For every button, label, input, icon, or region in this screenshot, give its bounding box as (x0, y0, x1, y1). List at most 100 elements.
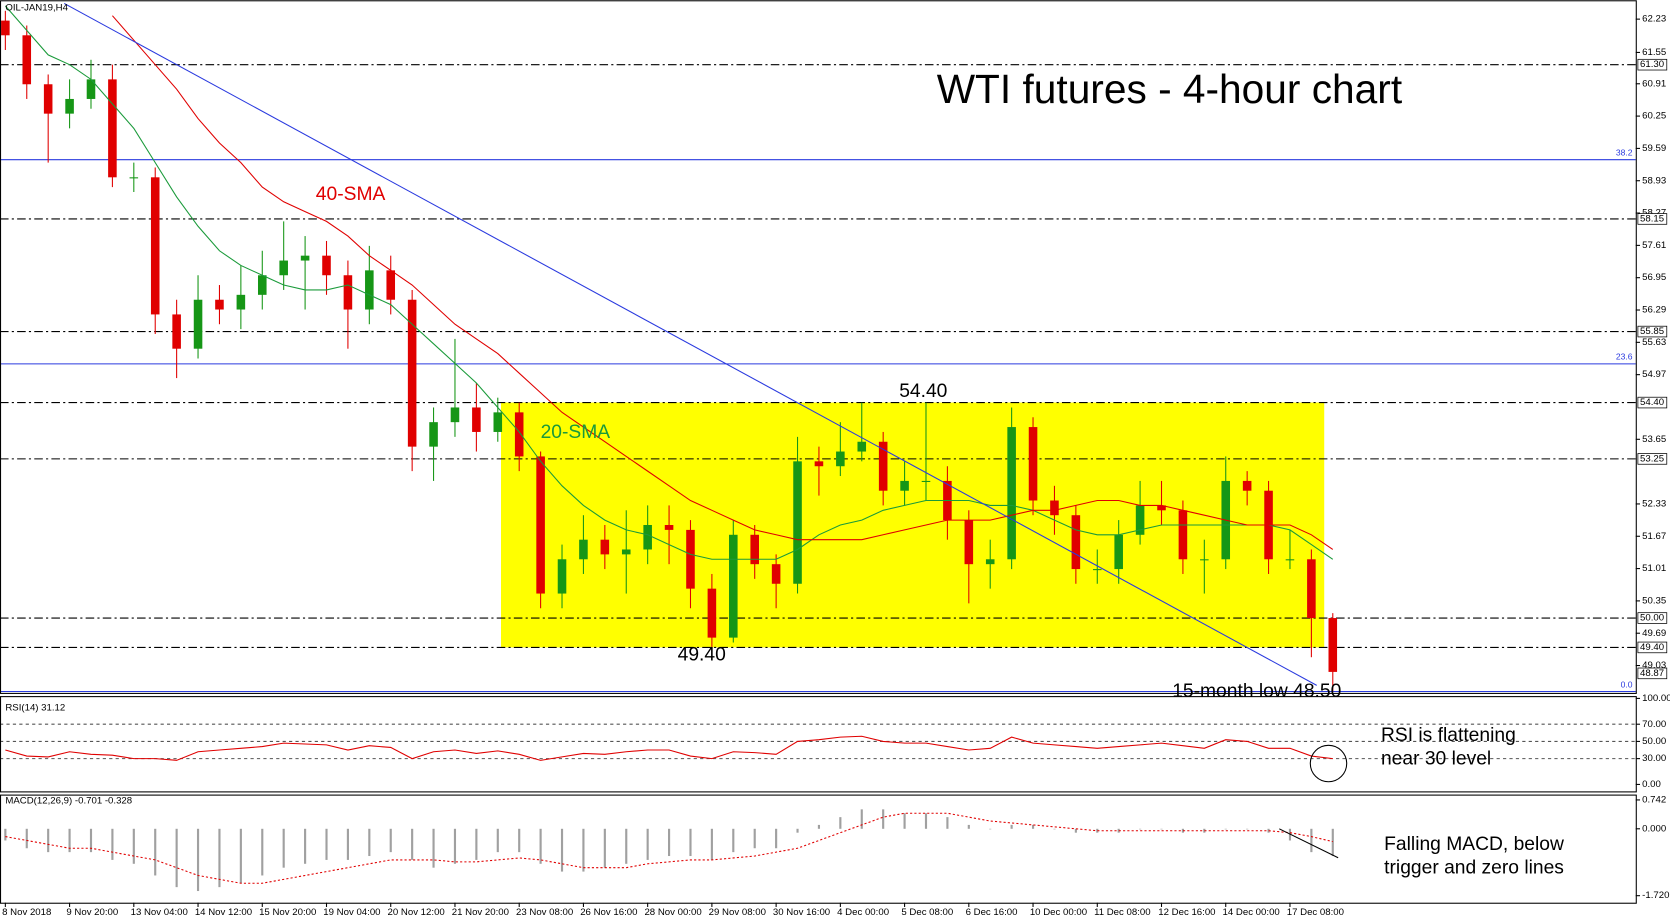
candle-body (750, 534, 759, 565)
candle-body (1242, 480, 1252, 491)
macd-bar (1139, 828, 1142, 830)
candle-body (279, 260, 288, 276)
macd-bar (924, 813, 928, 829)
x-tick-label: 20 Nov 12:00 (388, 907, 445, 918)
macd-bar (111, 828, 114, 860)
macd-bar (432, 828, 435, 868)
candle-body (514, 412, 524, 457)
macd-bar (218, 828, 221, 888)
macd-bar (860, 809, 863, 829)
x-tick-label: 28 Nov 00:00 (644, 907, 701, 918)
macd-bar (775, 828, 778, 849)
y-tick-label: 70.00 (1642, 719, 1666, 730)
level-label-box (1637, 58, 1668, 71)
macd-bar (1181, 828, 1184, 833)
macd-bar (518, 828, 521, 853)
candle-body (600, 539, 610, 555)
level-label-box (1637, 325, 1668, 338)
candle-body (536, 456, 545, 594)
chart-title: WTI futures - 4-hour chart (937, 66, 1402, 112)
high-annotation: 54.40 (899, 381, 947, 402)
macd-bar (1203, 828, 1206, 833)
rsi-panel-frame (0, 696, 1637, 793)
macd-bar (346, 828, 349, 860)
y-tick-label: 49.03 (1642, 660, 1666, 671)
y-tick-label: 56.29 (1642, 305, 1666, 316)
y-tick-label: 58.93 (1642, 175, 1666, 186)
level-label: 50.00 (1640, 613, 1664, 624)
macd-bar (411, 828, 414, 860)
macd-bar (282, 828, 285, 868)
candle-body (836, 451, 845, 467)
y-tick-label: 30.00 (1642, 753, 1666, 764)
x-tick-label: 17 Dec 08:00 (1287, 907, 1344, 918)
y-tick-label: 54.97 (1642, 369, 1666, 380)
candle-body (1007, 427, 1016, 560)
marks-layer (1, 5, 1338, 892)
y-tick-label: 0.00 (1642, 779, 1661, 790)
level-label: 49.40 (1640, 642, 1664, 653)
y-tick-label: 50.00 (1642, 736, 1666, 747)
sma40-label: 40-SMA (316, 184, 386, 205)
candle-body (236, 294, 246, 310)
level-label-box (1637, 453, 1668, 465)
macd-bar (1224, 828, 1227, 830)
low-note: 15-month low 48.50 (1172, 681, 1341, 702)
y-tick-label: 53.65 (1642, 434, 1666, 445)
y-tick-label: 61.55 (1642, 47, 1666, 58)
y-tick-label: 56.95 (1642, 272, 1666, 283)
macd-slope-line (1279, 828, 1339, 859)
y-tick-label: 51.01 (1642, 563, 1666, 574)
rsi-note: near 30 level (1381, 748, 1491, 769)
macd-bar (560, 828, 564, 872)
x-tick-label: 13 Nov 04:00 (131, 907, 188, 918)
macd-bar (1246, 828, 1249, 830)
candle-body (86, 79, 96, 99)
candle-body (129, 177, 139, 179)
candle-body (108, 79, 117, 178)
macd-bar (1310, 828, 1313, 853)
y-tick-label: 57.61 (1642, 240, 1666, 251)
macd-bar (817, 824, 821, 829)
level-label: 55.85 (1640, 326, 1664, 337)
macd-bar (475, 828, 478, 860)
candle-body (814, 461, 824, 467)
trend-line (63, 2, 1317, 686)
macd-bar (796, 828, 799, 833)
level-label-box (1637, 396, 1668, 409)
candle-body (1050, 500, 1059, 516)
level-label: 54.40 (1640, 397, 1664, 408)
candle-body (900, 480, 909, 491)
level-label: 53.25 (1640, 453, 1664, 464)
candle-body (921, 480, 931, 482)
grid-layer: 38.2 23.6 0.0 (0, 64, 1636, 760)
level-label: 61.30 (1640, 59, 1664, 70)
candle-body (1200, 559, 1209, 561)
y-tick-label: 62.23 (1642, 14, 1666, 25)
candle-body (664, 524, 674, 530)
y-tick-label: 100.00 (1642, 693, 1670, 704)
candle-body (1328, 618, 1338, 672)
y-tick-label: 50.35 (1642, 595, 1666, 606)
candle-body (1114, 534, 1123, 570)
sma20-label: 20-SMA (541, 422, 611, 443)
rsi-note: RSI is flattening (1381, 725, 1516, 746)
x-tick-label: 5 Dec 08:00 (901, 907, 953, 918)
candle-body (150, 177, 160, 315)
macd-bar (689, 828, 692, 857)
candle-body (43, 84, 53, 114)
candle-body (472, 407, 481, 432)
x-tick-label: 6 Dec 16:00 (966, 907, 1018, 918)
candle-body (450, 407, 460, 423)
macd-bar (1117, 828, 1120, 833)
candle-body (1285, 559, 1295, 561)
y-tick-label: -1.720 (1642, 890, 1669, 901)
candle-body (300, 255, 310, 261)
last-price-label: 48.87 (1640, 668, 1664, 679)
level-label-box (1637, 213, 1668, 225)
macd-bar (1160, 828, 1163, 830)
x-tick-label: 29 Nov 08:00 (709, 907, 766, 918)
candle-body (1178, 510, 1188, 560)
macd-bar (1031, 824, 1035, 829)
